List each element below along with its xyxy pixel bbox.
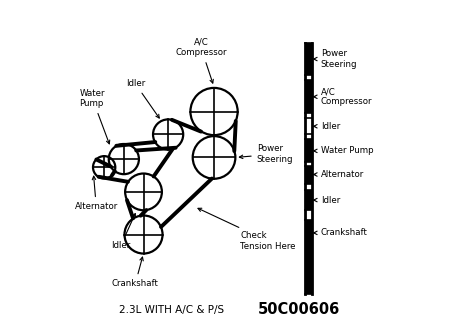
- Text: 2.3L WITH A/C & P/S: 2.3L WITH A/C & P/S: [119, 305, 224, 315]
- Text: A/C
Compressor: A/C Compressor: [175, 38, 227, 83]
- Text: Power
Steering: Power Steering: [239, 144, 293, 164]
- Text: Idler: Idler: [111, 214, 136, 251]
- Text: Idler: Idler: [126, 79, 159, 118]
- Text: Power
Steering: Power Steering: [314, 49, 357, 69]
- Text: 50C00606: 50C00606: [258, 302, 340, 318]
- Text: Crankshaft: Crankshaft: [314, 228, 367, 237]
- Text: Crankshaft: Crankshaft: [112, 257, 159, 288]
- Text: A/C
Compressor: A/C Compressor: [314, 87, 372, 107]
- Bar: [305, 166, 312, 184]
- Bar: [305, 190, 312, 210]
- Bar: [305, 220, 312, 294]
- Text: Water
Pump: Water Pump: [80, 89, 109, 144]
- Text: Check
Tension Here: Check Tension Here: [198, 208, 296, 251]
- Text: Idler: Idler: [314, 122, 340, 131]
- Text: Alternator: Alternator: [314, 170, 364, 179]
- Bar: [305, 43, 312, 75]
- Text: Idler: Idler: [314, 195, 340, 205]
- Text: Alternator: Alternator: [74, 176, 118, 211]
- Bar: [305, 80, 312, 113]
- Text: Water Pump: Water Pump: [314, 146, 373, 155]
- Bar: [305, 139, 312, 162]
